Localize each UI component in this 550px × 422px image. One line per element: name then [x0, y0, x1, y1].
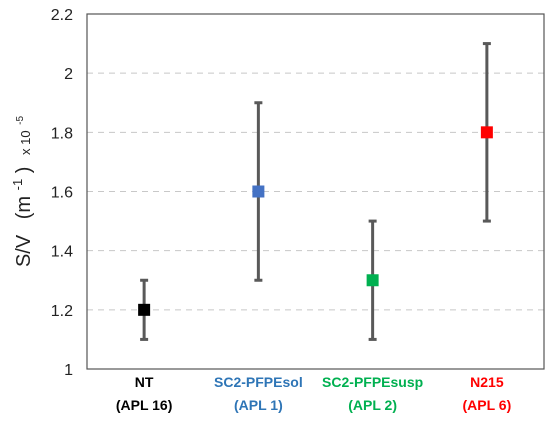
data-point-marker	[480, 126, 493, 139]
y-tick-label: 1	[64, 362, 73, 379]
category-label-line2: (APL 16)	[116, 397, 173, 413]
y-tick-label: 1.2	[51, 303, 73, 320]
y-axis-label: S/V (m -1 ) x 10 -5	[5, 116, 35, 268]
y-axis-label-factor-sup: -5	[15, 116, 26, 125]
y-tick-label: 1.4	[51, 244, 73, 261]
y-axis-label-main: S/V	[13, 234, 35, 267]
data-point-marker	[366, 274, 379, 287]
y-tick-label: 2.2	[51, 7, 73, 24]
data-point-group	[366, 219, 379, 341]
y-tick-label: 2	[64, 66, 73, 83]
plot-frame	[86, 13, 545, 370]
y-axis-label-factor: x 10	[18, 130, 33, 155]
category-label-line1: SC2-PFPEsusp	[322, 374, 423, 390]
y-tick-label: 1.6	[51, 185, 73, 202]
data-point-group	[480, 42, 493, 223]
data-point-marker	[138, 303, 151, 316]
data-points	[138, 42, 493, 341]
category-label-line2: (APL 1)	[234, 397, 283, 413]
category-label-line2: (APL 6)	[463, 397, 512, 413]
data-point-group	[138, 278, 151, 341]
category-labels: NT (APL 16) SC2-PFPEsol (APL 1) SC2-PFPEsusp…	[116, 374, 511, 413]
category-label-line2: (APL 2)	[348, 397, 397, 413]
category-label-line1: SC2-PFPEsol	[214, 374, 303, 390]
y-axis-label-unit-open: (m	[13, 196, 35, 219]
y-tick-label: 1.8	[51, 125, 73, 142]
y-tick-labels: 1 1.2 1.4 1.6 1.8 2 2.2	[51, 7, 73, 379]
gridlines	[87, 72, 544, 311]
category-label-line1: N215	[470, 374, 504, 390]
data-point-marker	[252, 185, 265, 198]
data-point-group	[252, 101, 265, 282]
y-axis-label-unit-sup: -1	[10, 179, 25, 191]
y-axis-label-unit-close: )	[13, 167, 35, 174]
category-label-line1: NT	[135, 374, 154, 390]
